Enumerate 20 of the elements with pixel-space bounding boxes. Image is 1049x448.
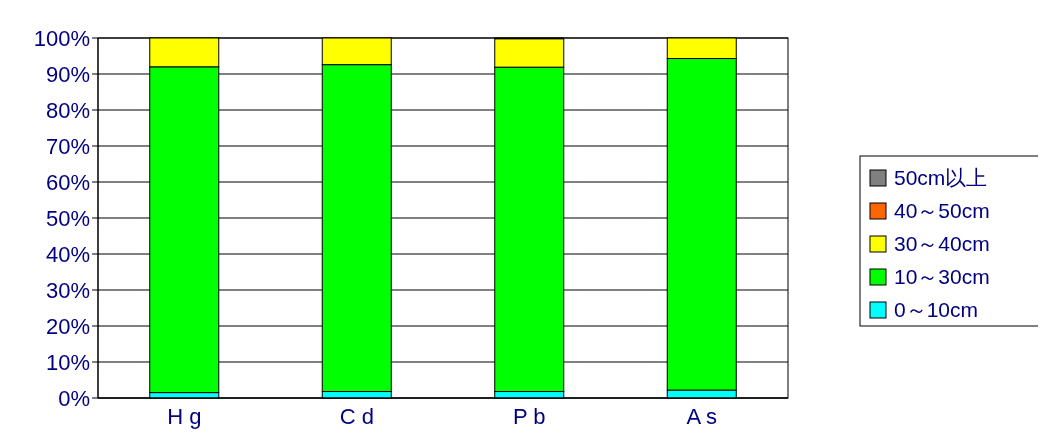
legend-label: 50cm以上	[894, 166, 988, 190]
x-tick-label: C d	[339, 404, 374, 429]
y-tick-label: 50%	[45, 205, 90, 231]
legend-label: 30～40cm	[894, 232, 990, 256]
legend-label: 0～10cm	[894, 298, 979, 322]
y-tick-label: 40%	[45, 241, 90, 267]
x-tick-label: A s	[686, 404, 718, 429]
y-tick-label: 70%	[45, 133, 90, 159]
y-tick-label: 20%	[45, 313, 90, 339]
legend-label: 10～30cm	[894, 265, 990, 289]
x-tick-label: P b	[512, 404, 546, 429]
y-tick-label: 30%	[45, 277, 90, 303]
y-tick-label: 100%	[33, 25, 90, 51]
legend-label: 40～50cm	[894, 199, 990, 223]
y-tick-label: 60%	[45, 169, 90, 195]
y-tick-label: 80%	[45, 97, 90, 123]
y-tick-label: 90%	[45, 61, 90, 87]
x-tick-label: H g	[167, 404, 202, 429]
y-tick-label: 0%	[58, 385, 90, 411]
y-tick-label: 10%	[45, 349, 90, 375]
